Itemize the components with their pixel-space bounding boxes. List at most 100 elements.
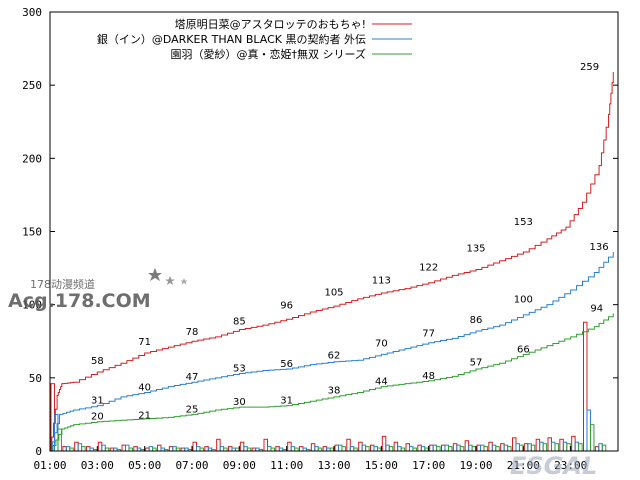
- bar-1-41: [539, 441, 544, 452]
- y-tick-label: 200: [22, 152, 42, 165]
- bar-0-41: [535, 438, 541, 452]
- data-label-2-2: 25: [186, 404, 199, 415]
- data-label-0-9: 153: [514, 217, 533, 228]
- legend: 塔原明日菜@アスタロッテのおもちゃ!銀（イン）@DARKER THAN BLAC…: [97, 18, 412, 61]
- bar-1-12: [195, 446, 201, 452]
- bar-0-15: [228, 446, 233, 452]
- bar-0-22: [310, 443, 316, 452]
- bar-2-39: [518, 444, 524, 452]
- data-label-2-3: 30: [233, 397, 246, 408]
- bar-1-36: [479, 444, 485, 452]
- bar-0-42: [547, 437, 552, 452]
- series-line-2: [50, 313, 614, 452]
- x-tick-label: 15:00: [365, 459, 398, 472]
- x-tick-label: 21:00: [507, 459, 540, 472]
- bar-1-32: [432, 444, 438, 452]
- data-label-1-9: 100: [514, 295, 533, 306]
- bar-0-24: [334, 444, 339, 452]
- bar-1-24: [337, 444, 343, 452]
- bar-2-28: [388, 446, 394, 452]
- watermark-right: ESGAL: [510, 452, 597, 480]
- data-label-1-0: 31: [91, 396, 104, 407]
- x-tick-label: 13:00: [317, 459, 350, 472]
- y-tick-label: 50: [29, 372, 42, 385]
- data-label-2-4: 31: [280, 396, 293, 407]
- bar-2-2: [81, 446, 86, 452]
- bar-2-38: [507, 446, 512, 452]
- bar-2-24: [341, 446, 346, 452]
- bar-0-1: [62, 446, 67, 452]
- legend-label-1: 銀（イン）@DARKER THAN BLACK 黒の契約者 外伝: [97, 32, 366, 46]
- bar-1-46: [598, 443, 603, 452]
- bar-2-34: [459, 446, 465, 452]
- bar-0-37: [488, 441, 493, 452]
- data-label-0-10: 259: [580, 62, 599, 73]
- data-labels: 58 71 78 85 96 105 113 122 135 153 259 31 40 47 53 56 62…: [91, 62, 609, 423]
- bar-1-14: [219, 446, 225, 452]
- legend-label-2: 園羽（愛紗）@真・恋姫†無双 シリーズ: [171, 47, 366, 61]
- bar-1-1: [65, 446, 71, 452]
- data-label-0-4: 96: [280, 301, 293, 312]
- bar-0-13: [204, 446, 209, 452]
- data-label-1-1: 40: [138, 382, 151, 393]
- bar-0-38: [500, 443, 505, 452]
- bar-1-27: [373, 446, 378, 452]
- bar-1-28: [385, 444, 390, 452]
- bar-0-44: [571, 435, 576, 452]
- bar-0-18: [263, 438, 268, 452]
- data-label-1-7: 77: [422, 328, 435, 339]
- y-tick-label: 100: [22, 299, 42, 312]
- bar-1-22: [314, 446, 319, 452]
- bar-0-3: [86, 446, 91, 452]
- data-label-2-9: 66: [517, 344, 530, 355]
- bar-0-27: [370, 444, 375, 452]
- bar-0-20: [287, 441, 292, 452]
- data-label-1-10: 136: [590, 242, 609, 253]
- bar-2-33: [447, 446, 453, 452]
- bar-0-43: [559, 438, 564, 452]
- bar-0-29: [393, 441, 399, 452]
- bar-2-45: [589, 424, 595, 452]
- bar-2-43: [566, 443, 571, 452]
- bar-1-38: [503, 444, 509, 452]
- data-label-1-5: 62: [328, 350, 341, 361]
- bar-0-23: [322, 446, 328, 452]
- y-tick-label: 300: [22, 6, 42, 19]
- y-tick-label: 250: [22, 79, 42, 92]
- bar-1-34: [456, 444, 461, 452]
- bar-0-6: [121, 444, 126, 452]
- bar-2-26: [365, 446, 370, 452]
- bar-1-25: [349, 446, 355, 452]
- watermark-left-line1: 178动漫频道: [30, 277, 95, 291]
- star-icon: [165, 276, 175, 285]
- bar-0-7: [133, 446, 138, 452]
- bar-0-30: [405, 443, 410, 452]
- bar-0-39: [512, 437, 517, 452]
- bar-0-21: [299, 446, 304, 452]
- bar-1-16: [243, 446, 248, 452]
- bar-1-43: [562, 441, 568, 452]
- data-label-1-6: 70: [375, 339, 388, 350]
- data-label-0-3: 85: [233, 317, 246, 328]
- x-tick-label: 07:00: [175, 459, 208, 472]
- data-label-2-5: 38: [328, 385, 341, 396]
- data-label-0-5: 105: [324, 287, 343, 298]
- x-tick-label: 19:00: [459, 459, 492, 472]
- bar-0-34: [452, 443, 458, 452]
- cumulative-lines: [50, 71, 614, 452]
- bar-1-44: [574, 441, 580, 452]
- data-label-1-8: 86: [470, 315, 483, 326]
- bar-0-19: [275, 446, 280, 452]
- legend-label-0: 塔原明日菜@アスタロッテのおもちゃ!: [175, 18, 366, 31]
- bar-0-2: [74, 441, 79, 452]
- bar-2-36: [483, 446, 488, 452]
- bar-0-9: [157, 444, 162, 452]
- x-tick-label: 03:00: [81, 459, 114, 472]
- bar-0-10: [168, 446, 174, 452]
- x-tick-label: 09:00: [223, 459, 256, 472]
- bar-0-33: [441, 444, 446, 452]
- bar-0-46: [594, 446, 600, 452]
- bar-1-33: [444, 444, 449, 452]
- data-label-1-2: 47: [186, 372, 199, 383]
